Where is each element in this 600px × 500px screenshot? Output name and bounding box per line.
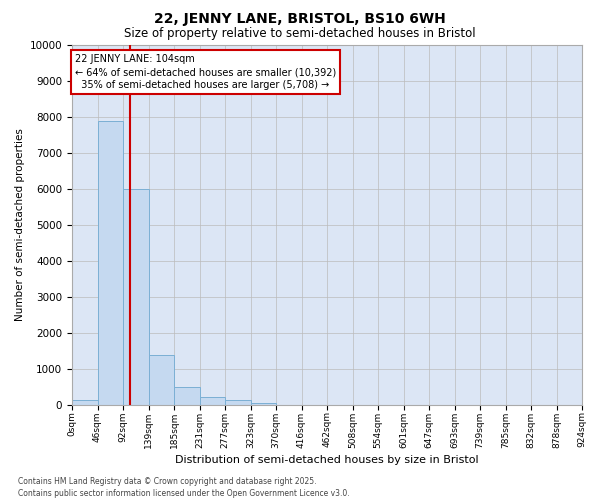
Bar: [97, 120, 123, 405]
Bar: [149, 356, 174, 405]
Text: 22, JENNY LANE, BRISTOL, BS10 6WH: 22, JENNY LANE, BRISTOL, BS10 6WH: [154, 12, 446, 26]
X-axis label: Distribution of semi-detached houses by size in Bristol: Distribution of semi-detached houses by …: [175, 454, 479, 464]
Y-axis label: Number of semi-detached properties: Number of semi-detached properties: [16, 128, 25, 322]
Bar: [174, 388, 199, 405]
Bar: [225, 400, 251, 405]
Text: Size of property relative to semi-detached houses in Bristol: Size of property relative to semi-detach…: [124, 28, 476, 40]
Bar: [251, 403, 276, 405]
Text: Contains HM Land Registry data © Crown copyright and database right 2025.
Contai: Contains HM Land Registry data © Crown c…: [18, 476, 350, 498]
Bar: [199, 396, 225, 405]
Bar: [72, 400, 97, 405]
Text: 22 JENNY LANE: 104sqm
← 64% of semi-detached houses are smaller (10,392)
  35% o: 22 JENNY LANE: 104sqm ← 64% of semi-deta…: [75, 54, 336, 90]
Bar: [123, 189, 149, 405]
